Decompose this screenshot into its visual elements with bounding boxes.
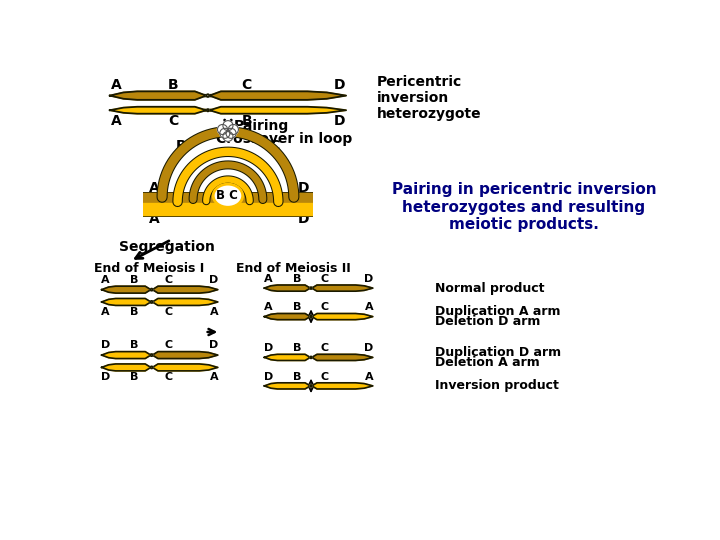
Polygon shape bbox=[264, 285, 311, 291]
Text: C: C bbox=[165, 275, 173, 285]
Text: C: C bbox=[165, 373, 173, 382]
Text: Segregation: Segregation bbox=[120, 240, 215, 254]
Circle shape bbox=[150, 354, 153, 356]
Text: B: B bbox=[130, 373, 139, 382]
Text: A: A bbox=[102, 307, 110, 317]
Text: D: D bbox=[264, 343, 273, 353]
Polygon shape bbox=[311, 285, 373, 291]
Text: D: D bbox=[334, 114, 346, 128]
Text: D: D bbox=[334, 78, 346, 92]
Text: D: D bbox=[210, 340, 219, 350]
Polygon shape bbox=[311, 314, 373, 320]
Text: D: D bbox=[264, 372, 273, 382]
Text: Duplication D arm: Duplication D arm bbox=[435, 346, 561, 359]
Text: B: B bbox=[176, 139, 186, 153]
Polygon shape bbox=[264, 314, 311, 320]
Text: D: D bbox=[101, 373, 110, 382]
Polygon shape bbox=[152, 286, 218, 293]
Text: C: C bbox=[321, 343, 329, 353]
Text: A: A bbox=[111, 78, 122, 92]
Text: End of Meiosis II: End of Meiosis II bbox=[235, 262, 351, 275]
Text: C: C bbox=[168, 114, 178, 128]
Polygon shape bbox=[102, 364, 152, 371]
Text: Pericentric
inversion
heterozygote: Pericentric inversion heterozygote bbox=[377, 75, 482, 121]
Text: A: A bbox=[149, 212, 160, 226]
Text: C: C bbox=[165, 340, 173, 350]
Circle shape bbox=[220, 129, 230, 138]
Circle shape bbox=[150, 301, 153, 303]
Text: B: B bbox=[293, 274, 301, 284]
Polygon shape bbox=[109, 91, 208, 100]
Text: Normal product: Normal product bbox=[435, 281, 544, 295]
Text: C: C bbox=[269, 139, 279, 153]
Polygon shape bbox=[311, 354, 373, 361]
Text: D: D bbox=[298, 212, 310, 226]
Polygon shape bbox=[152, 299, 218, 306]
Text: D: D bbox=[298, 181, 310, 195]
Circle shape bbox=[310, 385, 312, 387]
Text: B: B bbox=[293, 343, 301, 353]
Text: Pairing: Pairing bbox=[234, 119, 289, 133]
Text: Pairing in pericentric inversion
heterozygotes and resulting
meiotic products.: Pairing in pericentric inversion heteroz… bbox=[392, 183, 657, 232]
Text: Duplication A arm: Duplication A arm bbox=[435, 305, 560, 318]
Polygon shape bbox=[102, 286, 152, 293]
Polygon shape bbox=[208, 107, 346, 114]
Circle shape bbox=[207, 109, 209, 111]
Text: Deletion D arm: Deletion D arm bbox=[435, 315, 540, 328]
Text: A: A bbox=[210, 307, 218, 317]
Polygon shape bbox=[102, 352, 152, 359]
Text: B: B bbox=[130, 275, 139, 285]
Circle shape bbox=[226, 129, 236, 138]
Text: A: A bbox=[365, 372, 373, 382]
Text: A: A bbox=[264, 274, 273, 284]
Text: A: A bbox=[264, 302, 273, 312]
Text: D: D bbox=[364, 274, 374, 284]
Polygon shape bbox=[152, 364, 218, 371]
Circle shape bbox=[150, 366, 153, 368]
Text: C: C bbox=[241, 78, 252, 92]
Text: D: D bbox=[101, 340, 110, 350]
Text: B: B bbox=[130, 307, 139, 317]
Text: C: C bbox=[321, 372, 329, 382]
Text: B: B bbox=[241, 114, 252, 128]
Text: C: C bbox=[321, 302, 329, 312]
Text: B: B bbox=[168, 78, 179, 92]
Text: Inversion product: Inversion product bbox=[435, 380, 559, 393]
Polygon shape bbox=[311, 383, 373, 389]
Circle shape bbox=[228, 125, 238, 134]
Text: C: C bbox=[165, 307, 173, 317]
Polygon shape bbox=[109, 107, 208, 114]
Text: D: D bbox=[210, 275, 219, 285]
Text: C: C bbox=[321, 274, 329, 284]
Ellipse shape bbox=[213, 184, 243, 207]
Circle shape bbox=[223, 131, 233, 141]
Polygon shape bbox=[102, 299, 152, 306]
Circle shape bbox=[217, 125, 228, 134]
Polygon shape bbox=[208, 91, 346, 100]
Circle shape bbox=[150, 288, 153, 291]
Text: End of Meiosis I: End of Meiosis I bbox=[94, 262, 204, 275]
Polygon shape bbox=[152, 352, 218, 359]
Polygon shape bbox=[264, 354, 311, 361]
Text: A: A bbox=[210, 373, 218, 382]
Text: A: A bbox=[365, 302, 373, 312]
Polygon shape bbox=[264, 383, 311, 389]
Text: D: D bbox=[364, 343, 374, 353]
Text: B: B bbox=[293, 302, 301, 312]
Text: A: A bbox=[111, 114, 122, 128]
Text: A: A bbox=[149, 181, 160, 195]
Text: A: A bbox=[102, 275, 110, 285]
Text: Crossover in loop: Crossover in loop bbox=[215, 132, 352, 146]
Text: B C: B C bbox=[216, 189, 238, 202]
Text: Deletion A arm: Deletion A arm bbox=[435, 356, 539, 369]
Circle shape bbox=[310, 287, 312, 289]
Circle shape bbox=[310, 315, 312, 318]
Circle shape bbox=[223, 120, 233, 131]
Circle shape bbox=[207, 94, 210, 97]
Circle shape bbox=[310, 356, 312, 359]
Text: B: B bbox=[293, 372, 301, 382]
Text: B: B bbox=[130, 340, 139, 350]
